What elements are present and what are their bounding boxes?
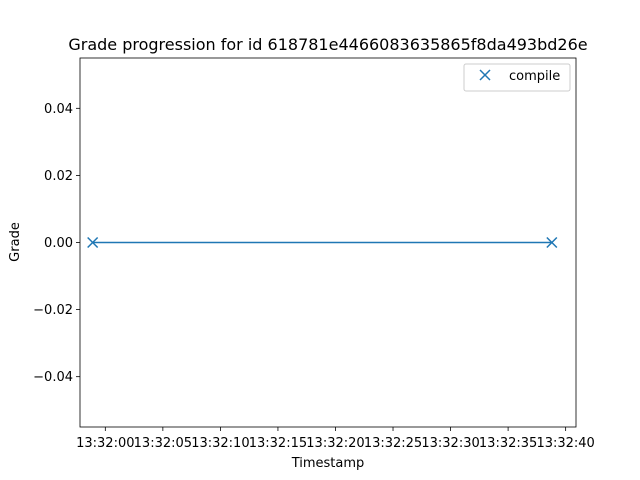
y-tick-label: −0.02 — [33, 303, 73, 318]
y-axis: 0.04 0.02 0.00 −0.02 −0.04 — [33, 102, 80, 385]
x-tick-label: 13:32:15 — [249, 436, 307, 451]
plot-area — [87, 236, 558, 249]
x-tick-label: 13:32:35 — [479, 436, 537, 451]
data-point-compile — [546, 236, 558, 249]
x-axis: 13:32:00 13:32:05 13:32:10 13:32:15 13:32:20… — [76, 427, 595, 451]
x-axis-label: Timestamp — [291, 456, 365, 471]
data-point-compile — [87, 236, 99, 249]
x-tick-label: 13:32:40 — [536, 436, 594, 451]
x-tick-label: 13:32:00 — [76, 436, 134, 451]
x-tick-label: 13:32:10 — [191, 436, 249, 451]
y-axis-label: Grade — [8, 222, 23, 262]
legend-label-compile: compile — [509, 69, 560, 84]
y-tick-label: 0.02 — [44, 169, 73, 184]
y-tick-label: −0.04 — [33, 370, 73, 385]
legend-box — [463, 63, 571, 92]
x-tick-label: 13:32:05 — [134, 436, 192, 451]
chart-title: Grade progression for id 618781e44660836… — [68, 35, 587, 54]
x-tick-label: 13:32:25 — [364, 436, 422, 451]
legend-marker-x — [479, 69, 491, 81]
y-tick-label: 0.04 — [44, 102, 73, 117]
y-tick-label: 0.00 — [44, 236, 73, 251]
x-tick-label: 13:32:30 — [421, 436, 479, 451]
legend: compile — [463, 63, 571, 92]
x-tick-label: 13:32:20 — [306, 436, 364, 451]
